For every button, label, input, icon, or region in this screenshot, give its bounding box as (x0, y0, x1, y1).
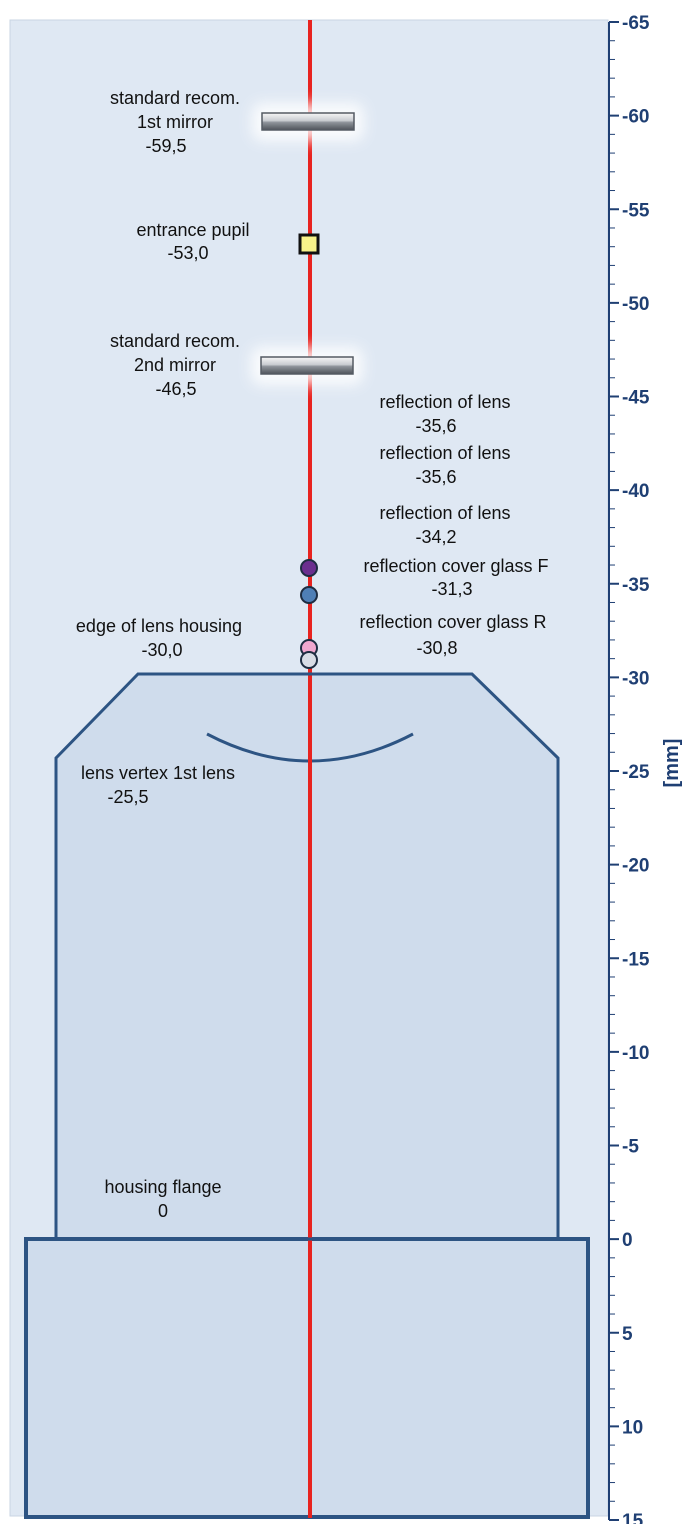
lens-vertex-value: -25,5 (107, 787, 148, 807)
entrance-pupil-label: entrance pupil (136, 220, 249, 240)
axis-tick-label: -20 (622, 856, 649, 877)
reflection-point-lens-34-2 (300, 586, 318, 604)
label-reflection-cover-glass-f: reflection cover glass F -31,3 (363, 556, 548, 599)
label-mirror-1: standard recom. 1st mirror -59,5 (110, 88, 240, 156)
label-edge-housing: edge of lens housing -30,0 (76, 616, 242, 660)
axis-tick-label: -55 (622, 200, 650, 221)
axis-tick-label: -50 (622, 294, 649, 315)
reflection-cover-glass-f-label: reflection cover glass F (363, 556, 548, 576)
reflection-lens-b-value: -35,6 (415, 467, 456, 487)
label-lens-vertex: lens vertex 1st lens -25,5 (81, 763, 235, 807)
axis-tick-label: -30 (622, 668, 649, 689)
label-housing-flange: housing flange 0 (104, 1177, 221, 1221)
label-reflection-lens-b: reflection of lens -35,6 (379, 443, 510, 487)
axis-tick-label: 15 (622, 1511, 644, 1524)
mirror-2-label-line-1: standard recom. (110, 331, 240, 351)
axis-tick-label: 10 (622, 1417, 643, 1438)
axis-unit-label: [mm] (661, 739, 683, 788)
entrance-pupil-marker (298, 233, 320, 255)
label-reflection-lens-c: reflection of lens -34,2 (379, 503, 510, 547)
axis-tick-label: -65 (622, 13, 650, 34)
camera-body (24, 1237, 590, 1519)
axis-tick-label: 5 (622, 1324, 633, 1345)
edge-housing-value: -30,0 (141, 640, 182, 660)
reflection-cover-glass-r-value: -30,8 (416, 638, 457, 658)
reflection-lens-c-value: -34,2 (415, 527, 456, 547)
mirror-1-label-line-2: 1st mirror (137, 112, 213, 132)
entrance-pupil-value: -53,0 (167, 243, 208, 263)
mirror-2-label-line-2: 2nd mirror (134, 355, 216, 375)
label-reflection-lens-a: reflection of lens -35,6 (379, 392, 510, 436)
axis-tick-label: -5 (622, 1137, 639, 1158)
housing-flange-value: 0 (158, 1201, 168, 1221)
reflection-lens-a-label: reflection of lens (379, 392, 510, 412)
label-mirror-2: standard recom. 2nd mirror -46,5 (110, 331, 240, 399)
mirror-1-value: -59,5 (145, 136, 186, 156)
edge-housing-label: edge of lens housing (76, 616, 242, 636)
reflection-point-lens-35-6 (300, 559, 318, 577)
reflection-lens-a-value: -35,6 (415, 416, 456, 436)
axis-tick-label: 0 (622, 1230, 633, 1251)
axis-tick-label: -60 (622, 107, 649, 128)
lens-housing (54, 672, 560, 1241)
reflection-cover-glass-r-label: reflection cover glass R (359, 612, 546, 632)
label-reflection-cover-glass-r: reflection cover glass R -30,8 (359, 612, 546, 658)
reflection-cover-glass-f-value: -31,3 (431, 579, 472, 599)
axis-tick-label: -10 (622, 1043, 649, 1064)
mirror-1 (252, 103, 364, 141)
label-entrance-pupil: entrance pupil -53,0 (136, 220, 249, 263)
mirror-2-value: -46,5 (155, 379, 196, 399)
mirror-2 (251, 347, 363, 385)
measurement-axis: -65-60-55-50-45-40-35-30-25-20-15-10-505… (608, 13, 650, 1524)
axis-tick-label: -25 (622, 762, 650, 783)
axis-tick-label: -35 (622, 575, 650, 596)
reflection-point-cover-glass-r (300, 651, 318, 669)
reflection-lens-b-label: reflection of lens (379, 443, 510, 463)
housing-flange-label: housing flange (104, 1177, 221, 1197)
mirror-1-label-line-1: standard recom. (110, 88, 240, 108)
lens-vertex-label: lens vertex 1st lens (81, 763, 235, 783)
axis-tick-label: -45 (622, 388, 650, 409)
axis-tick-label: -15 (622, 949, 650, 970)
axis-tick-label: -40 (622, 481, 649, 502)
reflection-lens-c-label: reflection of lens (379, 503, 510, 523)
